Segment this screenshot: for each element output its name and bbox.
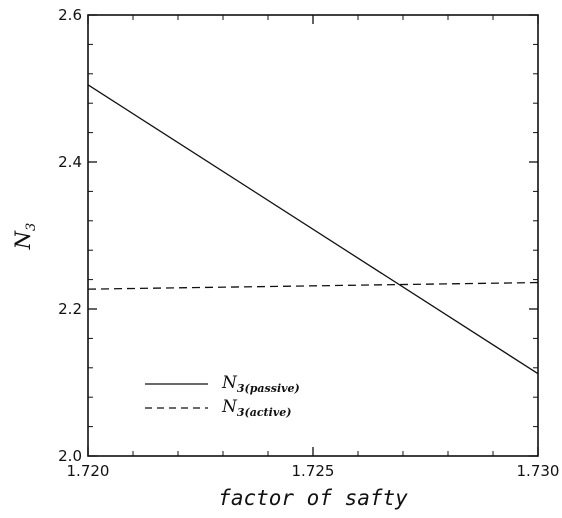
legend-label-active-main: N	[221, 397, 238, 417]
x-tick-label: 1.720	[67, 462, 110, 480]
x-tick-label: 1.725	[292, 462, 335, 480]
y-axis-title-sub: 3	[24, 223, 39, 231]
series-layer	[87, 84, 539, 375]
y-tick-label: 2.6	[58, 6, 82, 24]
y-axis-title-main: N	[11, 230, 35, 250]
y-tick-label: 2.4	[58, 153, 82, 171]
y-tick-label: 2.0	[58, 447, 82, 465]
legend-label-active-sub: 3(active)	[237, 406, 292, 419]
y-tick-label: 2.2	[58, 300, 82, 318]
series-line-passive	[87, 84, 539, 375]
plot-frame	[87, 14, 539, 457]
y-axis-title: N3	[11, 223, 39, 251]
svg-text:N3(active): N3(active)	[221, 397, 291, 419]
legend-label-passive-sub: 3(passive)	[237, 382, 300, 395]
legend: N3(passive) N3(active)	[145, 373, 300, 419]
svg-text:N3(passive): N3(passive)	[221, 373, 300, 395]
svg-text:N3: N3	[11, 223, 39, 251]
x-tick-label: 1.730	[517, 462, 560, 480]
series-line-active	[87, 281, 539, 290]
axis-ticks: 1.720 1.725 1.730 2.0 2.2 2.4 2.6	[58, 6, 559, 480]
legend-label-passive-main: N	[221, 373, 238, 393]
x-axis-title: factor of safty	[218, 486, 408, 510]
